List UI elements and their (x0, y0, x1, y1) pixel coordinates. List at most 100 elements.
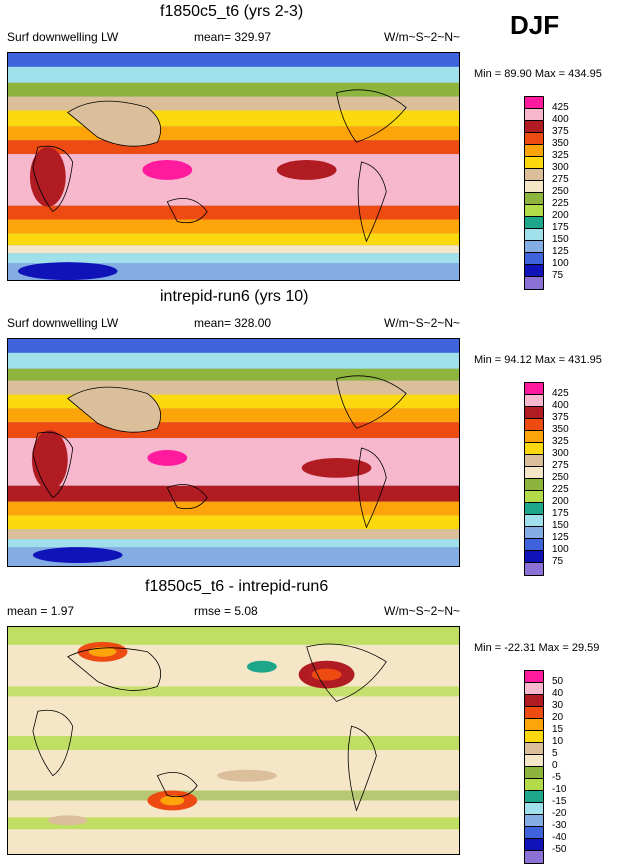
panel3-level-label: -15 (552, 796, 567, 807)
panel2-swatch (525, 383, 543, 395)
panel1-level-label: 325 (552, 150, 569, 161)
panel3-level-label: -50 (552, 844, 567, 855)
panel3-level-label: 0 (552, 760, 558, 771)
panel3-title: f1850c5_t6 - intrepid-run6 (145, 578, 329, 595)
panel1-colorbar (524, 96, 544, 290)
panel2-level-label: 350 (552, 424, 569, 435)
panel1-minmax: Min = 89.90 Max = 434.95 (474, 68, 602, 80)
panel3-map-graphic (8, 627, 459, 854)
panel2-level-label: 375 (552, 412, 569, 423)
panel2-swatch (525, 407, 543, 419)
panel1-swatch (525, 109, 543, 121)
panel3-map (7, 626, 460, 855)
panel2-level-label: 425 (552, 388, 569, 399)
panel2-minmax: Min = 94.12 Max = 431.95 (474, 354, 602, 366)
panel3-level-label: 50 (552, 676, 564, 687)
panel1-swatch (525, 253, 543, 265)
panel3-swatch (525, 815, 543, 827)
panel2-swatch (525, 443, 543, 455)
panel1-map (7, 52, 460, 281)
panel3-mean-label: mean = 1.97 (7, 604, 75, 618)
panel3-level-label: -20 (552, 808, 567, 819)
panel3-level-label: -40 (552, 832, 567, 843)
panel1-level-label: 75 (552, 270, 564, 281)
panel1-title: f1850c5_t6 (yrs 2-3) (160, 3, 304, 20)
panel2-swatch (525, 479, 543, 491)
panel2-level-label: 250 (552, 472, 569, 483)
panel3-minmax: Min = -22.31 Max = 29.59 (474, 642, 600, 654)
panel3-level-label: -30 (552, 820, 567, 831)
panel3-swatch (525, 791, 543, 803)
panel2-swatch (525, 539, 543, 551)
panel2-level-label: 150 (552, 520, 569, 531)
panel3-swatch (525, 731, 543, 743)
panel1-swatch (525, 277, 543, 289)
panel2-swatch (525, 431, 543, 443)
panel1-level-label: 350 (552, 138, 569, 149)
panel1-swatch (525, 217, 543, 229)
panel3-level-label: -5 (552, 772, 561, 783)
panel2-swatch (525, 551, 543, 563)
panel2-level-label: 200 (552, 496, 569, 507)
panel2-swatch (525, 527, 543, 539)
panel3-level-label: 20 (552, 712, 564, 723)
panel1-swatch (525, 121, 543, 133)
panel2-mean-label: mean= 328.00 (194, 316, 272, 330)
panel2-swatch (525, 503, 543, 515)
panel1-swatch (525, 229, 543, 241)
panel2-title: intrepid-run6 (yrs 10) (160, 288, 309, 305)
panel3-rmse-label: rmse = 5.08 (194, 604, 258, 618)
panel1-swatch (525, 145, 543, 157)
panel2-level-label: 400 (552, 400, 569, 411)
panel2-level-label: 300 (552, 448, 569, 459)
panel2-colorbar (524, 382, 544, 576)
panel1-level-label: 225 (552, 198, 569, 209)
panel1-swatch (525, 241, 543, 253)
panel3-swatch (525, 683, 543, 695)
panel2-map-graphic (8, 339, 459, 566)
panel1-variable-label: Surf downwelling LW (7, 30, 119, 44)
panel1-level-label: 100 (552, 258, 569, 269)
panel3-swatch (525, 707, 543, 719)
panel1-map-graphic (8, 53, 459, 280)
panel1-swatch (525, 157, 543, 169)
panel1-mean-label: mean= 329.97 (194, 30, 272, 44)
panel1-swatch (525, 133, 543, 145)
panel2-swatch (525, 419, 543, 431)
panel1-level-label: 300 (552, 162, 569, 173)
panel1-swatch (525, 97, 543, 109)
panel1-level-label: 125 (552, 246, 569, 257)
panel1-swatch (525, 193, 543, 205)
panel2-swatch (525, 563, 543, 575)
panel2-swatch (525, 467, 543, 479)
panel2-level-label: 125 (552, 532, 569, 543)
panel3-swatch (525, 803, 543, 815)
panel1-level-label: 175 (552, 222, 569, 233)
panel3-swatch (525, 851, 543, 863)
panel2-units-label: W/m~S~2~N~ (384, 316, 461, 330)
panel3-level-label: 5 (552, 748, 558, 759)
panel3-colorbar (524, 670, 544, 864)
panel1-swatch (525, 169, 543, 181)
panel2-swatch (525, 455, 543, 467)
panel2-level-label: 75 (552, 556, 564, 567)
panel1-level-label: 200 (552, 210, 569, 221)
panel1-swatch (525, 181, 543, 193)
panel1-level-label: 425 (552, 102, 569, 113)
panel3-level-label: 15 (552, 724, 564, 735)
panel1-level-label: 375 (552, 126, 569, 137)
panel2-level-label: 275 (552, 460, 569, 471)
panel3-swatch (525, 743, 543, 755)
panel3-swatch (525, 839, 543, 851)
panel3-swatch (525, 719, 543, 731)
panel2-swatch (525, 491, 543, 503)
panel1-level-label: 150 (552, 234, 569, 245)
panel3-swatch (525, 779, 543, 791)
season-label: DJF (510, 10, 560, 40)
panel1-units-label: W/m~S~2~N~ (384, 30, 461, 44)
panel2-level-label: 175 (552, 508, 569, 519)
panel1-swatch (525, 205, 543, 217)
panel3-level-label: 10 (552, 736, 564, 747)
panel1-level-label: 250 (552, 186, 569, 197)
panel1-swatch (525, 265, 543, 277)
